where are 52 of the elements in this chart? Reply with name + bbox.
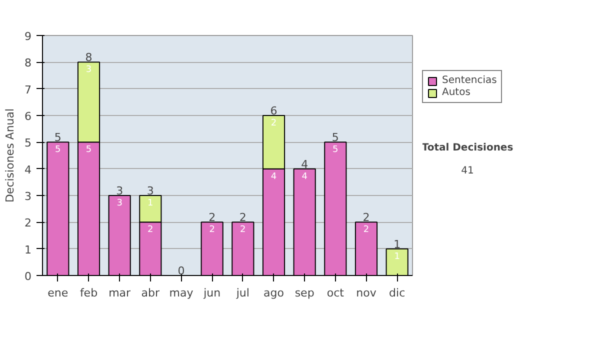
total-label: 5 (332, 131, 339, 144)
data-label: 4 (270, 172, 277, 182)
x-tick-label: nov (356, 286, 377, 300)
x-tick-label: ene (48, 286, 68, 300)
data-label: 5 (55, 145, 61, 156)
data-label: 1 (148, 198, 154, 208)
total-label: 5 (54, 131, 62, 144)
x-tick-label: dic (389, 286, 406, 300)
legend-label: Autos (442, 87, 470, 98)
data-label: 2 (270, 118, 277, 128)
total-label: 8 (85, 51, 92, 64)
y-tick-label: 6 (24, 110, 32, 123)
data-label: 1 (394, 252, 400, 262)
total-label: 2 (362, 211, 370, 224)
data-label: 5 (86, 145, 92, 156)
data-label: 4 (302, 172, 308, 182)
y-tick-label: 9 (24, 30, 32, 43)
x-tick-label: mar (108, 286, 132, 300)
total-label: 0 (178, 264, 185, 278)
legend-label: Sentencias (442, 75, 497, 86)
y-tick-label: 0 (24, 270, 32, 283)
y-tick-label: 8 (24, 56, 32, 70)
total-label: 2 (239, 211, 246, 224)
y-axis-title: Decisiones Anual (4, 108, 16, 203)
data-label: 3 (116, 198, 122, 208)
x-tick-label: oct (326, 286, 345, 300)
data-label: 2 (148, 225, 154, 236)
data-label: 2 (209, 225, 215, 236)
x-tick-label: may (169, 286, 194, 300)
data-label: 2 (240, 225, 246, 236)
x-tick-label: jun (202, 286, 221, 300)
total-label: 1 (394, 238, 401, 251)
x-tick-label: ago (264, 286, 284, 300)
y-tick-label: 1 (24, 243, 32, 256)
y-tick-label: 7 (24, 83, 32, 96)
data-label: 3 (86, 65, 92, 76)
x-tick-label: jul (235, 286, 250, 300)
x-tick-label: abr (141, 286, 160, 300)
y-tick-label: 4 (24, 163, 32, 176)
total-label: 6 (270, 104, 278, 118)
text: 41 (461, 166, 474, 176)
total-label: 4 (301, 158, 308, 171)
total-label: 3 (116, 184, 124, 198)
y-tick-label: 2 (24, 216, 32, 230)
data-label: 5 (332, 145, 338, 156)
total-label: 3 (146, 184, 154, 198)
total-label: 2 (208, 211, 216, 224)
x-tick-label: sep (294, 286, 314, 300)
y-tick-label: 5 (24, 136, 32, 150)
y-tick-label: 3 (24, 190, 32, 203)
x-tick-label: feb (80, 286, 98, 300)
data-label: 2 (363, 225, 370, 236)
